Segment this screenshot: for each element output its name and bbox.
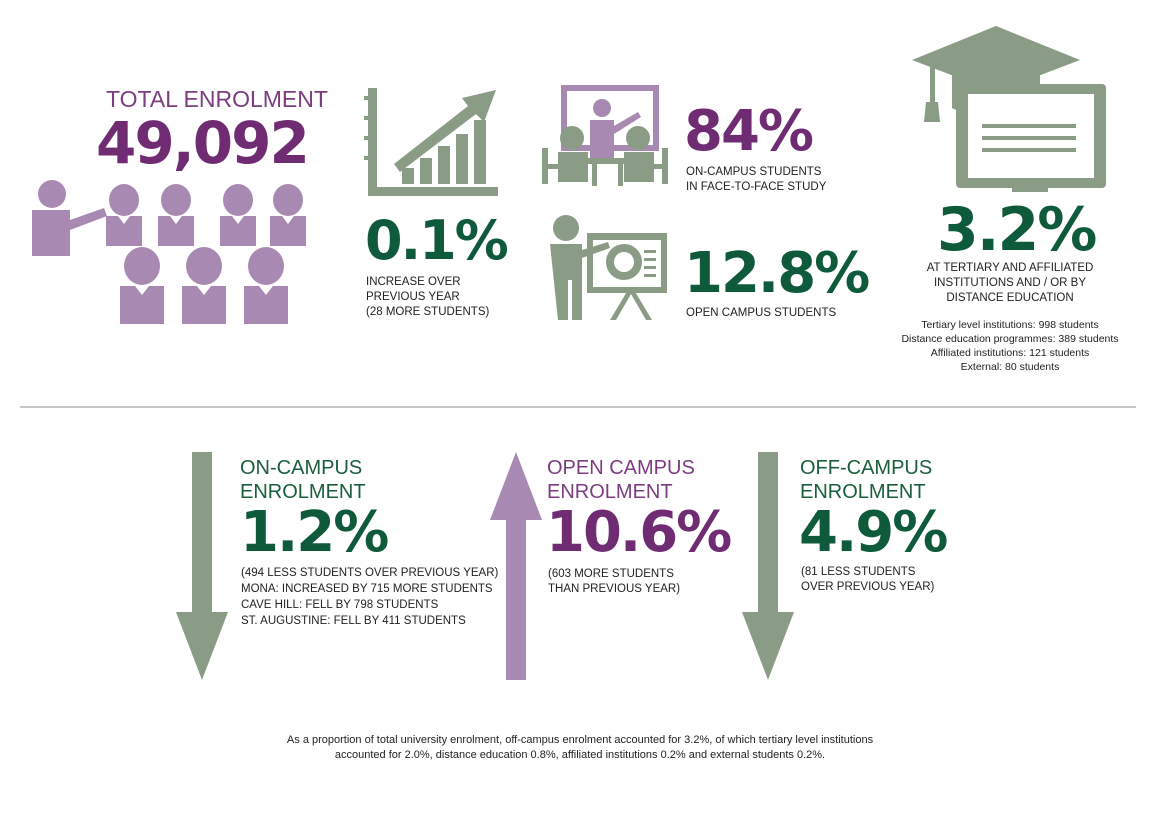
tertiary-detail-3: Affiliated institutions: 121 students [930,347,1090,359]
footnote-line-2: accounted for 2.0%, distance education 0… [334,749,826,761]
down-arrow-icon [742,452,794,680]
tertiary-value: 3.2% [937,195,1097,265]
total-enrolment-label: TOTAL ENROLMENT [106,86,328,112]
tertiary-detail-1: Tertiary level institutions: 998 student… [921,319,1099,331]
face-to-face-value: 84% [684,99,814,164]
open-campus-enrolment-line-1: (603 MORE STUDENTS [548,568,674,580]
open-campus-caption: OPEN CAMPUS STUDENTS [686,306,836,321]
on-campus-title-line-1: ON-CAMPUS [240,457,363,479]
open-campus-line-1: OPEN CAMPUS STUDENTS [686,307,837,319]
face-to-face-line-1: ON-CAMPUS STUDENTS [686,166,822,178]
presenter-icon [550,215,667,320]
footnote-line-1: As a proportion of total university enro… [286,734,874,746]
section-divider [20,406,1136,408]
open-campus-enrolment-caption: (603 MORE STUDENTS THAN PREVIOUS YEAR) [548,567,680,597]
off-campus-line-2: OVER PREVIOUS YEAR) [801,581,935,593]
tertiary-caption: AT TERTIARY AND AFFILIATED INSTITUTIONS … [920,261,1100,306]
face-to-face-caption: ON-CAMPUS STUDENTS IN FACE-TO-FACE STUDY [686,165,826,195]
off-campus-line-1: (81 LESS STUDENTS [801,566,916,578]
open-campus-title-line-1: OPEN CAMPUS [547,457,695,479]
tertiary-line-1: AT TERTIARY AND AFFILIATED [926,262,1094,274]
on-campus-title: ON-CAMPUS ENROLMENT [240,456,366,504]
classroom-board-icon [542,85,668,186]
open-campus-enrolment-value: 10.6% [546,500,732,565]
tertiary-line-3: DISTANCE EDUCATION [946,292,1074,304]
tertiary-details: Tertiary level institutions: 998 student… [890,318,1130,374]
increase-value: 0.1% [365,209,509,272]
face-to-face-line-2: IN FACE-TO-FACE STUDY [686,181,827,193]
tertiary-detail-4: External: 80 students [960,361,1060,373]
increase-line-2: PREVIOUS YEAR [366,291,460,303]
open-campus-value: 12.8% [684,241,870,306]
tertiary-detail-2: Distance education programmes: 389 stude… [901,333,1119,345]
on-campus-title-line-2: ENROLMENT [240,481,366,503]
open-campus-enrolment-line-2: THAN PREVIOUS YEAR) [548,583,681,595]
off-campus-caption: (81 LESS STUDENTS OVER PREVIOUS YEAR) [801,565,934,595]
growth-chart-icon [364,88,498,196]
increase-line-3: (28 MORE STUDENTS) [366,306,490,318]
on-campus-line-1: (494 LESS STUDENTS OVER PREVIOUS YEAR) [241,567,499,579]
off-campus-title-line-1: OFF-CAMPUS [800,457,933,479]
classroom-people-icon [32,180,306,324]
on-campus-value: 1.2% [240,500,389,565]
increase-line-1: INCREASE OVER [366,276,461,288]
graduation-monitor-icon [912,26,1106,192]
down-arrow-icon [176,452,228,680]
on-campus-line-3: CAVE HILL: FELL BY 798 STUDENTS [241,599,439,611]
off-campus-title-line-2: ENROLMENT [800,481,926,503]
on-campus-line-2: MONA: INCREASED BY 715 MORE STUDENTS [241,583,493,595]
total-enrolment-value: 49,092 [96,109,310,177]
increase-caption: INCREASE OVER PREVIOUS YEAR (28 MORE STU… [366,275,489,320]
open-campus-title: OPEN CAMPUS ENROLMENT [547,456,695,504]
tertiary-line-2: INSTITUTIONS AND / OR BY [933,277,1087,289]
on-campus-line-4: ST. AUGUSTINE: FELL BY 411 STUDENTS [241,615,466,627]
footnote: As a proportion of total university enro… [150,733,1010,763]
on-campus-caption: (494 LESS STUDENTS OVER PREVIOUS YEAR) M… [241,565,498,629]
off-campus-value: 4.9% [799,500,948,565]
off-campus-title: OFF-CAMPUS ENROLMENT [800,456,932,504]
up-arrow-icon [490,452,542,680]
open-campus-title-line-2: ENROLMENT [547,481,673,503]
